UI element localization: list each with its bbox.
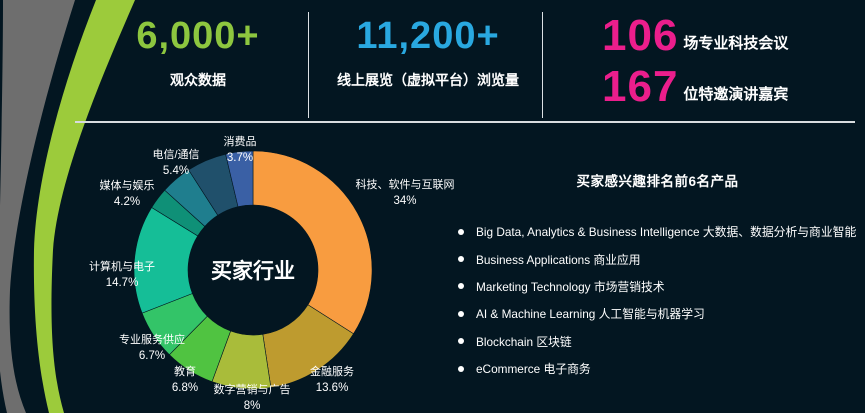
segment-percentage: 5.4%: [163, 165, 189, 177]
section-divider-line: [75, 121, 855, 123]
highlight-speakers: 167 位特邀演讲嘉宾: [602, 57, 789, 112]
vertical-divider: [308, 12, 309, 118]
left-decoration: [0, 0, 135, 413]
bullet-icon: [458, 256, 464, 263]
top-products-title: 买家感兴趣排名前6名产品: [576, 174, 739, 189]
stat-online-views-value: 11,200+: [356, 15, 500, 57]
stat-online-views: 11,200+ 线上展览（虚拟平台）浏览量: [318, 15, 538, 90]
segment-percentage: 13.6%: [316, 382, 349, 394]
product-item: AI & Machine Learning 人工智能与机器学习: [458, 300, 865, 327]
segment-percentage: 3.7%: [227, 152, 253, 164]
segment-label: 计算机与电子: [89, 259, 155, 273]
segment-label: 媒体与娱乐: [100, 178, 155, 192]
donut-segment: [252, 150, 373, 335]
product-item: eCommerce 电子商务: [458, 355, 865, 382]
product-item: Business Applications 商业应用: [458, 245, 865, 272]
segment-label: 数字营销与广告: [214, 382, 291, 396]
segment-label: 科技、软件与互联网: [356, 177, 455, 191]
donut-segment: [225, 150, 254, 208]
highlight-counters: 106 场专业科技会议 167 位特邀演讲嘉宾: [602, 6, 789, 112]
bullet-icon: [458, 310, 464, 317]
product-item: Blockchain 区块链: [458, 328, 865, 355]
bullet-icon: [458, 338, 464, 345]
segment-percentage: 6.7%: [139, 350, 165, 362]
product-item: Marketing Technology 市场营销技术: [458, 273, 865, 300]
segment-percentage: 34%: [393, 195, 416, 207]
highlight-conferences-label: 场专业科技会议: [683, 35, 789, 52]
segment-label: 消费品: [224, 134, 257, 148]
highlight-speakers-value: 167: [602, 62, 679, 112]
product-item-text: Blockchain 区块链: [476, 334, 572, 349]
product-item-text: eCommerce 电子商务: [476, 362, 591, 377]
segment-label: 电信/通信: [152, 148, 199, 161]
segment-label: 专业服务供应: [119, 332, 185, 346]
gray-swoosh-shape: [0, 0, 75, 413]
stat-visitors-label: 观众数据: [170, 71, 226, 88]
product-item-text: Big Data, Analytics & Business Intellige…: [476, 225, 857, 240]
stat-visitors-value: 6,000+: [136, 15, 260, 57]
product-item-text: Business Applications 商业应用: [476, 252, 641, 267]
segment-label: 金融服务: [310, 364, 354, 378]
segment-percentage: 14.7%: [106, 277, 139, 289]
product-item-text: AI & Machine Learning 人工智能与机器学习: [476, 307, 705, 322]
top-products-panel: 买家感兴趣排名前6名产品 Big Data, Analytics & Busin…: [450, 170, 865, 382]
segment-percentage: 6.8%: [172, 382, 198, 394]
buyer-industry-donut-chart: 科技、软件与互联网 34% 金融服务 13.6% 数字营销与广告 8% 教育 6.8% 专业服务…: [89, 134, 455, 412]
donut-center-title: 买家行业: [211, 259, 295, 283]
segment-label: 教育: [174, 364, 196, 378]
product-item-text: Marketing Technology 市场营销技术: [476, 279, 665, 294]
bullet-icon: [458, 283, 464, 290]
highlight-conferences: 106 场专业科技会议: [602, 6, 789, 61]
segment-percentage: 8%: [244, 400, 261, 412]
stat-online-views-label: 线上展览（虚拟平台）浏览量: [337, 71, 519, 88]
bullet-icon: [458, 228, 464, 235]
stat-visitors: 6,000+ 观众数据: [93, 15, 303, 90]
green-swoosh-shape: [33, 0, 135, 413]
highlight-speakers-label: 位特邀演讲嘉宾: [683, 86, 789, 103]
vertical-divider: [542, 12, 543, 118]
top-products-list: Big Data, Analytics & Business Intellige…: [450, 218, 865, 382]
bullet-icon: [458, 365, 464, 372]
segment-percentage: 4.2%: [114, 196, 140, 208]
highlight-conferences-value: 106: [602, 11, 679, 61]
product-item: Big Data, Analytics & Business Intellige…: [458, 218, 865, 245]
